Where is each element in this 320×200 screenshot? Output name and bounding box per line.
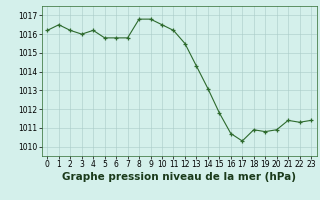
X-axis label: Graphe pression niveau de la mer (hPa): Graphe pression niveau de la mer (hPa) xyxy=(62,172,296,182)
